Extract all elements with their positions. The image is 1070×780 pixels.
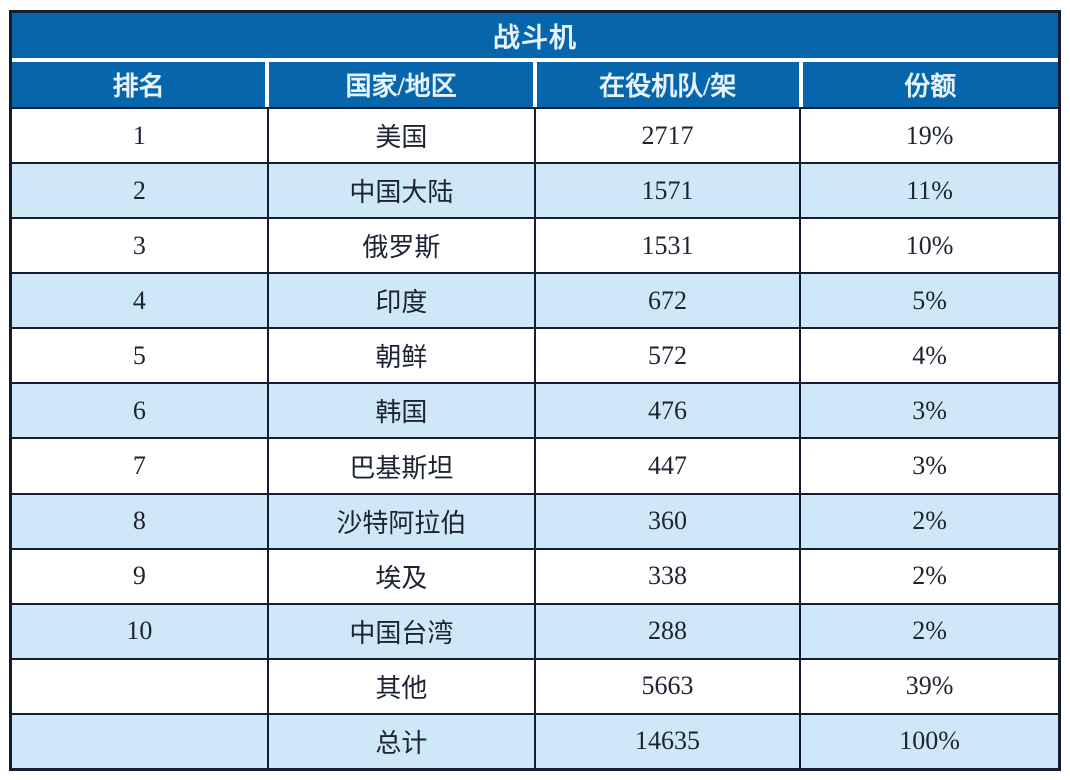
cell-rank: 1 (12, 109, 267, 163)
cell-country_region: 中国台湾 (268, 604, 534, 658)
cell-rank: 6 (12, 384, 267, 438)
cell-rank (12, 659, 267, 713)
table-row: 6 韩国 476 3% (12, 384, 1058, 438)
cell-share: 11% (801, 164, 1058, 218)
cell-country_region: 韩国 (268, 384, 534, 438)
table-row: 其他 5663 39% (12, 659, 1058, 713)
cell-country_region: 印度 (268, 274, 534, 328)
cell-rank: 3 (12, 219, 267, 273)
cell-active_fleet: 338 (535, 549, 800, 603)
cell-country_region: 其他 (268, 659, 534, 713)
cell-country_region: 俄罗斯 (268, 219, 534, 273)
cell-share: 39% (801, 659, 1058, 713)
cell-rank: 2 (12, 164, 267, 218)
table-row: 10 中国台湾 288 2% (12, 604, 1058, 658)
table-row: 3 俄罗斯 1531 10% (12, 219, 1058, 273)
cell-country_region: 总计 (268, 714, 534, 768)
table-title: 战斗机 (12, 13, 1058, 58)
cell-active_fleet: 1531 (535, 219, 800, 273)
table-head-block: 战斗机 排名 国家/地区 在役机队/架 份额 (12, 13, 1058, 107)
cell-active_fleet: 5663 (535, 659, 800, 713)
column-header-share: 份额 (802, 62, 1058, 107)
cell-country_region: 沙特阿拉伯 (268, 494, 534, 548)
cell-active_fleet: 476 (535, 384, 800, 438)
table-row: 1 美国 2717 19% (12, 109, 1058, 163)
cell-share: 4% (801, 329, 1058, 383)
cell-rank: 9 (12, 549, 267, 603)
cell-rank: 5 (12, 329, 267, 383)
cell-share: 2% (801, 494, 1058, 548)
cell-share: 100% (801, 714, 1058, 768)
cell-country_region: 朝鲜 (268, 329, 534, 383)
table-row: 9 埃及 338 2% (12, 549, 1058, 603)
column-header-active-fleet: 在役机队/架 (537, 62, 799, 107)
cell-rank (12, 714, 267, 768)
cell-country_region: 美国 (268, 109, 534, 163)
cell-country_region: 埃及 (268, 549, 534, 603)
table-row: 8 沙特阿拉伯 360 2% (12, 494, 1058, 548)
cell-share: 5% (801, 274, 1058, 328)
cell-share: 3% (801, 384, 1058, 438)
cell-rank: 10 (12, 604, 267, 658)
table-row: 总计 14635 100% (12, 714, 1058, 768)
table-row: 4 印度 672 5% (12, 274, 1058, 328)
cell-active_fleet: 447 (535, 439, 800, 493)
cell-active_fleet: 1571 (535, 164, 800, 218)
cell-share: 19% (801, 109, 1058, 163)
cell-rank: 8 (12, 494, 267, 548)
table-row: 5 朝鲜 572 4% (12, 329, 1058, 383)
cell-rank: 4 (12, 274, 267, 328)
cell-country_region: 巴基斯坦 (268, 439, 534, 493)
cell-active_fleet: 14635 (535, 714, 800, 768)
column-header-rank: 排名 (12, 62, 266, 107)
column-header-country-region: 国家/地区 (269, 62, 533, 107)
cell-share: 3% (801, 439, 1058, 493)
table-body: 1 美国 2717 19% 2 中国大陆 1571 11% 3 俄罗斯 1531 10% 4 印度 672 5… (12, 107, 1058, 768)
cell-active_fleet: 360 (535, 494, 800, 548)
cell-active_fleet: 672 (535, 274, 800, 328)
table-row: 7 巴基斯坦 447 3% (12, 439, 1058, 493)
cell-country_region: 中国大陆 (268, 164, 534, 218)
cell-rank: 7 (12, 439, 267, 493)
cell-active_fleet: 572 (535, 329, 800, 383)
table-row: 2 中国大陆 1571 11% (12, 164, 1058, 218)
fighter-jet-table: 战斗机 排名 国家/地区 在役机队/架 份额 1 美国 2717 19% 2 中国大陆 15… (9, 10, 1061, 771)
cell-active_fleet: 288 (535, 604, 800, 658)
cell-share: 2% (801, 604, 1058, 658)
table-header-row: 排名 国家/地区 在役机队/架 份额 (12, 62, 1058, 107)
cell-share: 2% (801, 549, 1058, 603)
cell-share: 10% (801, 219, 1058, 273)
cell-active_fleet: 2717 (535, 109, 800, 163)
